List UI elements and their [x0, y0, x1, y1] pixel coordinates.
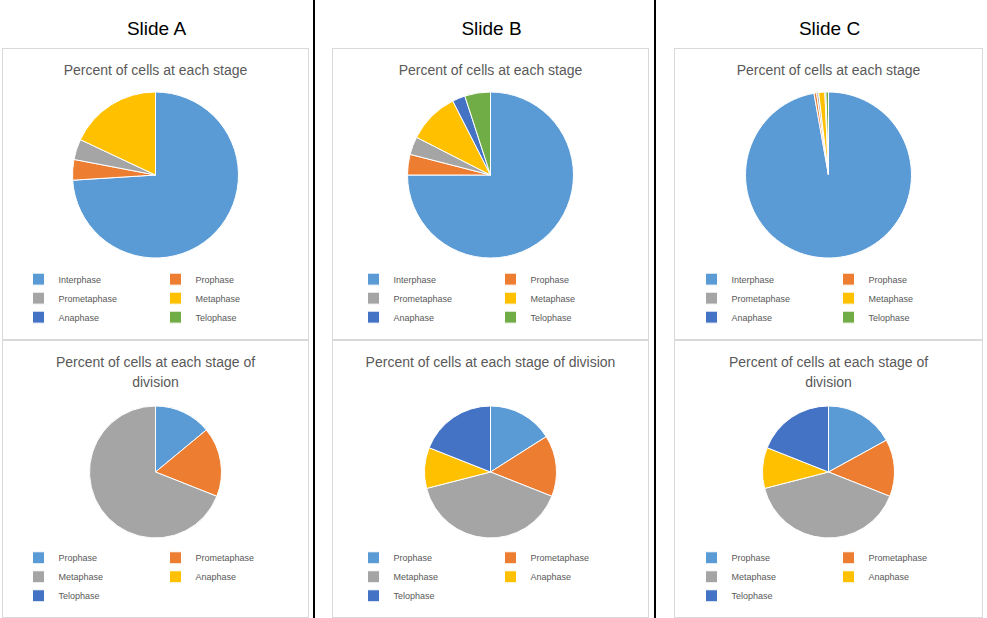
svg-text:Telophase: Telophase — [196, 313, 237, 323]
svg-text:Anaphase: Anaphase — [196, 572, 237, 582]
svg-text:Metaphase: Metaphase — [394, 572, 439, 582]
svg-text:Metaphase: Metaphase — [869, 294, 914, 304]
svg-text:Prophase: Prophase — [59, 553, 98, 563]
svg-text:Prometaphase: Prometaphase — [196, 553, 255, 563]
svg-text:Metaphase: Metaphase — [59, 572, 104, 582]
svg-text:Prophase: Prophase — [196, 275, 235, 285]
svg-text:Interphase: Interphase — [732, 275, 775, 285]
svg-text:Metaphase: Metaphase — [732, 572, 777, 582]
html-text:Slide B: Slide B — [461, 18, 522, 39]
svg-text:Telophase: Telophase — [732, 591, 773, 601]
svg-text:Prometaphase: Prometaphase — [59, 294, 118, 304]
svg-text:Anaphase: Anaphase — [869, 572, 910, 582]
svg-text:Telophase: Telophase — [59, 591, 100, 601]
svg-text:Telophase: Telophase — [869, 313, 910, 323]
html-text:Percent of cells at each stage: Percent of cells at each stage of divisi… — [365, 354, 616, 370]
svg-text:Anaphase: Anaphase — [394, 313, 435, 323]
html-text:Slide C: Slide C — [798, 18, 861, 39]
html-text:Percent of cells at each stage: Percent of cells at each stage — [63, 62, 248, 78]
html-text:Percent of cells at each stage: Percent of cells at each stage — [398, 62, 583, 78]
html-text:Slide A: Slide A — [126, 18, 187, 39]
svg-text:Anaphase: Anaphase — [59, 313, 100, 323]
svg-text:Anaphase: Anaphase — [732, 313, 773, 323]
svg-text:Prometaphase: Prometaphase — [869, 553, 928, 563]
html-text:Percent of cells at each stage: Percent of cells at each stage of divisi… — [55, 354, 256, 390]
svg-text:Prometaphase: Prometaphase — [732, 294, 791, 304]
svg-text:Metaphase: Metaphase — [196, 294, 241, 304]
svg-text:Anaphase: Anaphase — [531, 572, 572, 582]
svg-text:Prophase: Prophase — [531, 275, 570, 285]
svg-text:Telophase: Telophase — [531, 313, 572, 323]
svg-text:Prometaphase: Prometaphase — [394, 294, 453, 304]
svg-text:Prophase: Prophase — [732, 553, 771, 563]
svg-text:Interphase: Interphase — [59, 275, 102, 285]
html-text:Percent of cells at each stage: Percent of cells at each stage of divisi… — [728, 354, 929, 390]
svg-text:Prophase: Prophase — [869, 275, 908, 285]
html-text:Percent of cells at each stage: Percent of cells at each stage — [736, 62, 921, 78]
svg-text:Prophase: Prophase — [394, 553, 433, 563]
svg-text:Telophase: Telophase — [394, 591, 435, 601]
svg-text:Metaphase: Metaphase — [531, 294, 576, 304]
svg-text:Interphase: Interphase — [394, 275, 437, 285]
svg-text:Prometaphase: Prometaphase — [531, 553, 590, 563]
